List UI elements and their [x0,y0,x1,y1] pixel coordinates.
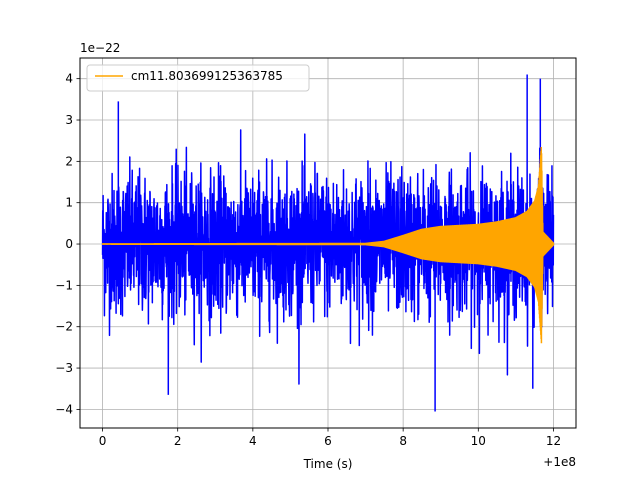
x-tick-label: 4 [249,434,257,448]
x-tick-label: 0 [99,434,107,448]
series-chirp-line [101,146,555,344]
y-scale-label: 1e−22 [80,41,120,55]
x-tick-label: 8 [399,434,407,448]
legend: cm11.803699125363785 [86,64,310,92]
y-tick-label: 3 [65,113,73,127]
y-tick-label: −1 [55,278,73,292]
y-tick-label: 2 [65,154,73,168]
y-tick-label: 4 [65,72,73,86]
y-tick-label: 0 [65,237,73,251]
y-tick-label: −4 [55,402,73,416]
x-tick-label: 12 [546,434,561,448]
y-tick-label: −2 [55,320,73,334]
legend-label: cm11.803699125363785 [131,69,283,83]
x-axis-label: Time (s) [303,457,353,471]
x-offset-label: +1e8 [543,455,576,469]
series-noise-line [101,74,555,412]
x-tick-label: 2 [174,434,182,448]
legend-box [86,64,310,92]
y-tick-label: −3 [55,361,73,375]
x-tick-label: 6 [324,434,332,448]
y-tick-label: 1 [65,196,73,210]
x-tick-label: 10 [471,434,486,448]
series-layer [101,74,555,412]
